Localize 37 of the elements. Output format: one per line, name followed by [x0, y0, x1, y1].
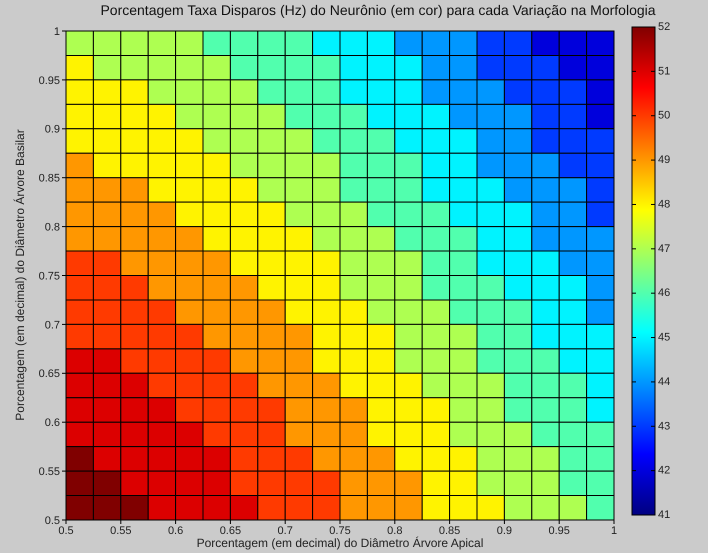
- color-bar-label: 45: [658, 332, 670, 344]
- chart-title: Porcentagem Taxa Disparos (Hz) do Neurônio (em cor) para cada Variação na Morfologia: [100, 2, 656, 18]
- color-bar-label: 41: [658, 509, 670, 521]
- y-tick-label: 1: [54, 26, 60, 38]
- x-tick-label: 0.9: [496, 524, 512, 537]
- y-tick-label: 0.5: [44, 514, 60, 527]
- color-bar-label: 49: [658, 154, 670, 166]
- x-tick-label: 0.75: [329, 524, 351, 537]
- x-tick-label: 0.65: [220, 524, 242, 537]
- y-tick-label: 0.95: [38, 74, 60, 87]
- x-tick-label: 0.5: [58, 524, 74, 537]
- x-axis-title: Porcentagem (em decimal) do Diâmetro Árvore Apical: [196, 536, 484, 550]
- color-bar-label: 48: [658, 198, 670, 210]
- y-tick-label: 0.9: [44, 124, 60, 136]
- x-tick-label: 0.7: [278, 524, 293, 537]
- x-tick-label: 1: [610, 524, 618, 537]
- x-tick-label: 0.6: [168, 524, 184, 537]
- x-tick-label: 0.85: [438, 524, 460, 537]
- color-bar-label: 52: [658, 21, 670, 33]
- y-tick-label: 0.75: [38, 270, 60, 282]
- color-bar-label: 51: [658, 65, 670, 78]
- x-tick-label: 0.8: [387, 524, 402, 537]
- x-tick-label: 0.95: [548, 524, 570, 537]
- y-tick-label: 0.65: [38, 368, 60, 380]
- color-bar-label: 47: [658, 242, 670, 255]
- color-bar-label: 43: [658, 420, 670, 432]
- color-bar-label: 50: [658, 110, 670, 122]
- color-bar-label: 42: [658, 464, 670, 477]
- y-tick-label: 0.8: [44, 222, 60, 234]
- y-tick-label: 0.7: [44, 319, 60, 332]
- y-axis-title: Porcentagem (em decimal) do Diâmetro Árvore Basilar: [13, 129, 27, 421]
- y-tick-label: 0.55: [38, 466, 60, 478]
- y-tick-label: 0.85: [38, 172, 60, 185]
- y-tick-label: 0.6: [44, 417, 60, 430]
- color-bar-label: 46: [658, 287, 670, 300]
- color-bar-label: 44: [658, 376, 670, 388]
- x-tick-label: 0.55: [110, 524, 132, 537]
